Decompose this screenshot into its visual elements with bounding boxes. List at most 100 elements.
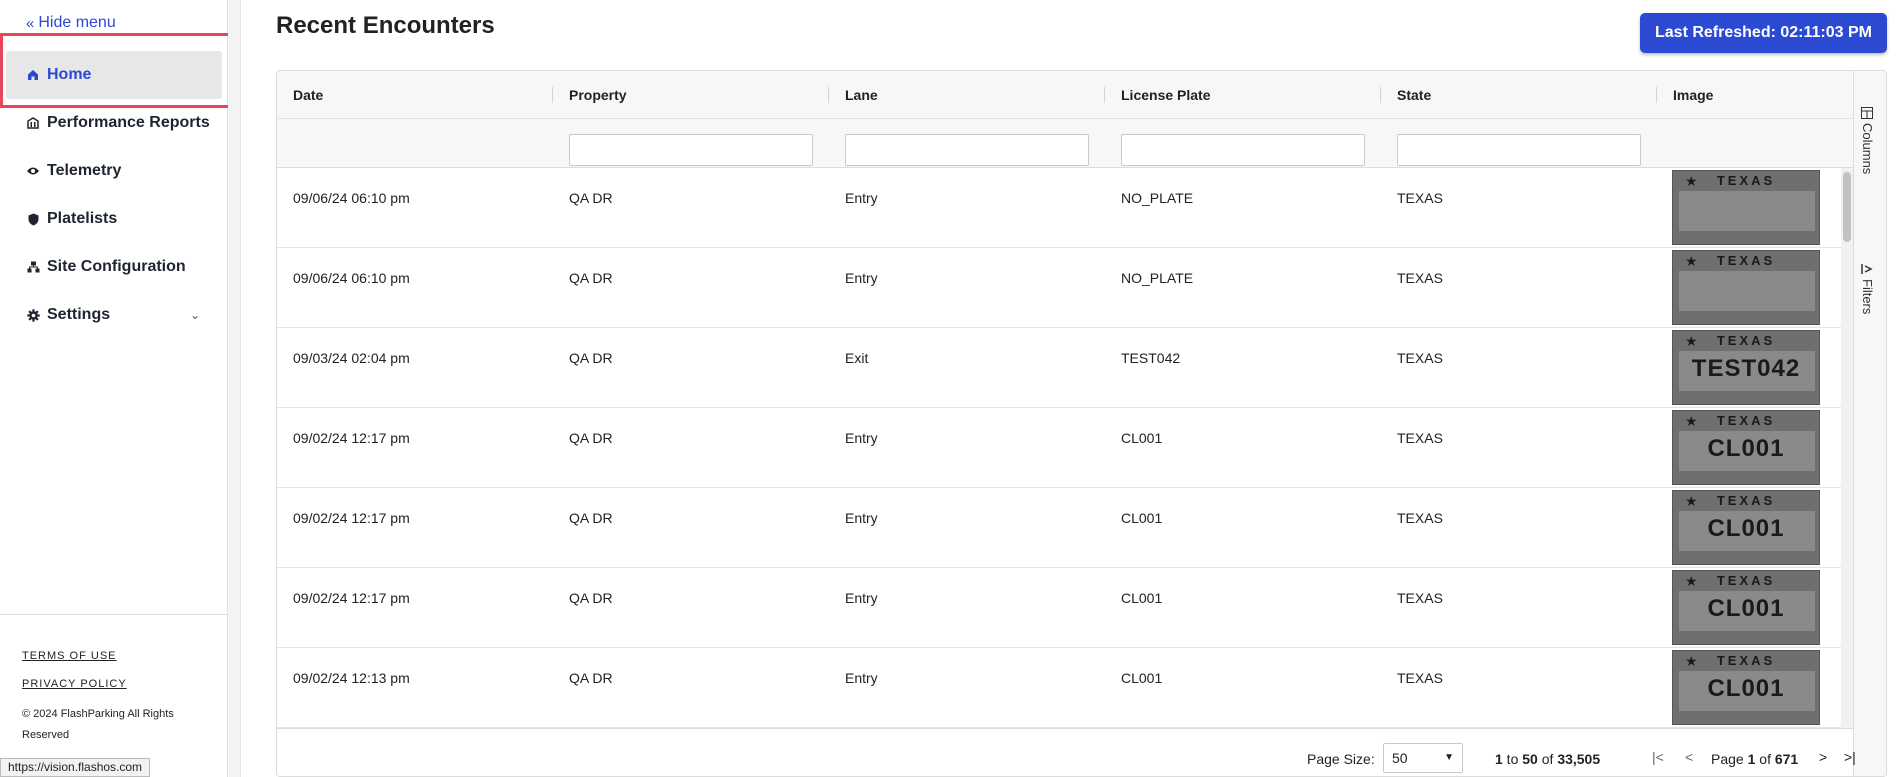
sidebar: « Hide menu Home Performance Reports Tel… — [0, 0, 235, 777]
column-header-date[interactable]: Date — [293, 87, 324, 103]
table-row[interactable]: 09/06/24 06:10 pm QA DR Entry NO_PLATE T… — [277, 248, 1841, 328]
hide-menu-button[interactable]: « Hide menu — [26, 14, 116, 32]
sidebar-item-label: Settings — [47, 306, 111, 323]
cell-license-plate: CL001 — [1121, 430, 1163, 446]
license-plate-image[interactable]: ★ TEXAS — [1672, 170, 1820, 245]
cell-license-plate: NO_PLATE — [1121, 190, 1194, 206]
sidebar-scrollbar[interactable] — [228, 0, 241, 777]
column-separator[interactable] — [1656, 87, 1657, 103]
plate-number-text: CL001 — [1707, 675, 1785, 702]
divider — [0, 614, 228, 615]
next-page-icon[interactable]: > — [1819, 749, 1828, 765]
columns-tab[interactable]: Columns — [1860, 107, 1875, 174]
page-size-label: Page Size: — [1307, 751, 1375, 767]
column-header-image[interactable]: Image — [1673, 87, 1714, 103]
plate-face — [1679, 431, 1815, 471]
sidebar-item-label: Telemetry — [47, 162, 122, 179]
table-row[interactable]: 09/06/24 06:10 pm QA DR Entry NO_PLATE T… — [277, 168, 1841, 248]
home-icon — [25, 69, 41, 81]
filters-tab-label: Filters — [1860, 279, 1875, 315]
plate-face — [1679, 671, 1815, 711]
license-plate-image[interactable]: ★ TEXAS CL001 — [1672, 410, 1820, 485]
sidebar-item-label: Site Configuration — [47, 258, 186, 275]
state-filter-input[interactable] — [1397, 134, 1641, 166]
table-row[interactable]: 09/02/24 12:17 pm QA DR Entry CL001 TEXA… — [277, 568, 1841, 648]
previous-page-icon[interactable]: < — [1685, 749, 1694, 765]
plate-face — [1679, 191, 1815, 231]
range-to: 50 — [1522, 751, 1538, 767]
column-header-license-plate[interactable]: License Plate — [1121, 87, 1211, 103]
cell-state: TEXAS — [1397, 190, 1443, 206]
license-plate-filter-input[interactable] — [1121, 134, 1365, 166]
encounters-grid: Date Property Lane License Plate State I… — [276, 70, 1887, 777]
column-separator[interactable] — [552, 87, 553, 103]
first-page-icon[interactable]: |< — [1652, 749, 1664, 765]
chevron-down-icon: ⌄ — [189, 308, 200, 322]
last-page-icon[interactable]: >| — [1844, 749, 1856, 765]
lane-filter-input[interactable] — [845, 134, 1089, 166]
cell-date: 09/02/24 12:17 pm — [293, 430, 410, 446]
column-header-state[interactable]: State — [1397, 87, 1432, 103]
column-header-lane[interactable]: Lane — [845, 87, 878, 103]
grid-vertical-scrollbar[interactable] — [1841, 168, 1853, 728]
status-bar-url: https://vision.flashos.com — [0, 758, 151, 777]
column-separator[interactable] — [1380, 87, 1381, 103]
cell-lane: Entry — [845, 430, 878, 446]
page-size-select[interactable]: 50 ▼ — [1383, 743, 1463, 773]
sidebar-item-performance-reports[interactable]: Performance Reports — [6, 99, 222, 147]
star-icon: ★ — [1685, 573, 1698, 589]
cell-state: TEXAS — [1397, 350, 1443, 366]
column-separator[interactable] — [828, 87, 829, 103]
shield-icon — [25, 213, 41, 226]
cell-date: 09/02/24 12:13 pm — [293, 670, 410, 686]
column-separator[interactable] — [1104, 87, 1105, 103]
star-icon: ★ — [1685, 173, 1698, 189]
table-row[interactable]: 09/02/24 12:17 pm QA DR Entry CL001 TEXA… — [277, 488, 1841, 568]
cell-lane: Entry — [845, 670, 878, 686]
sidebar-item-telemetry[interactable]: Telemetry — [6, 147, 222, 195]
page-size-value: 50 — [1392, 750, 1408, 766]
grid-header: Date Property Lane License Plate State I… — [277, 71, 1853, 119]
cell-license-plate: CL001 — [1121, 510, 1163, 526]
terms-of-use-link[interactable]: TERMS OF USE — [22, 650, 117, 662]
plate-number-text: CL001 — [1707, 595, 1785, 622]
filter-row — [277, 119, 1853, 168]
license-plate-image[interactable]: ★ TEXAS CL001 — [1672, 490, 1820, 565]
cell-lane: Entry — [845, 590, 878, 606]
cell-property: QA DR — [569, 510, 613, 526]
cell-property: QA DR — [569, 270, 613, 286]
cell-license-plate: CL001 — [1121, 590, 1163, 606]
plate-face — [1679, 271, 1815, 311]
plate-state-text: TEXAS — [1716, 253, 1776, 268]
row-range: 1 to 50 of 33,505 — [1495, 751, 1601, 767]
cell-date: 09/02/24 12:17 pm — [293, 510, 410, 526]
sidebar-item-platelists[interactable]: Platelists — [6, 195, 222, 243]
property-filter-input[interactable] — [569, 134, 813, 166]
sidebar-item-home[interactable]: Home — [6, 51, 222, 99]
scrollbar-thumb[interactable] — [1843, 172, 1851, 242]
license-plate-image[interactable]: ★ TEXAS CL001 — [1672, 570, 1820, 645]
cell-state: TEXAS — [1397, 670, 1443, 686]
license-plate-image[interactable]: ★ TEXAS — [1672, 250, 1820, 325]
plate-state-text: TEXAS — [1716, 493, 1776, 508]
sidebar-item-label: Home — [47, 66, 92, 83]
table-row[interactable]: 09/02/24 12:17 pm QA DR Entry CL001 TEXA… — [277, 408, 1841, 488]
cell-property: QA DR — [569, 590, 613, 606]
table-row[interactable]: 09/02/24 12:13 pm QA DR Entry CL001 TEXA… — [277, 648, 1841, 728]
last-refreshed-button[interactable]: Last Refreshed: 02:11:03 PM — [1640, 13, 1887, 53]
plate-face — [1679, 351, 1815, 391]
license-plate-image[interactable]: ★ TEXAS CL001 — [1672, 650, 1820, 725]
building-icon — [25, 117, 41, 129]
license-plate-image[interactable]: ★ TEXAS TEST042 — [1672, 330, 1820, 405]
column-header-property[interactable]: Property — [569, 87, 627, 103]
sidebar-item-settings[interactable]: Settings ⌄ — [6, 291, 222, 339]
plate-state-text: TEXAS — [1716, 573, 1776, 588]
cell-license-plate: TEST042 — [1121, 350, 1181, 366]
table-row[interactable]: 09/03/24 02:04 pm QA DR Exit TEST042 TEX… — [277, 328, 1841, 408]
sidebar-item-site-configuration[interactable]: Site Configuration — [6, 243, 222, 291]
cell-property: QA DR — [569, 190, 613, 206]
sidebar-item-label: Performance Reports — [47, 114, 210, 131]
privacy-policy-link[interactable]: PRIVACY POLICY — [22, 678, 127, 690]
filters-tab[interactable]: Filters — [1860, 263, 1875, 314]
star-icon: ★ — [1685, 493, 1698, 509]
